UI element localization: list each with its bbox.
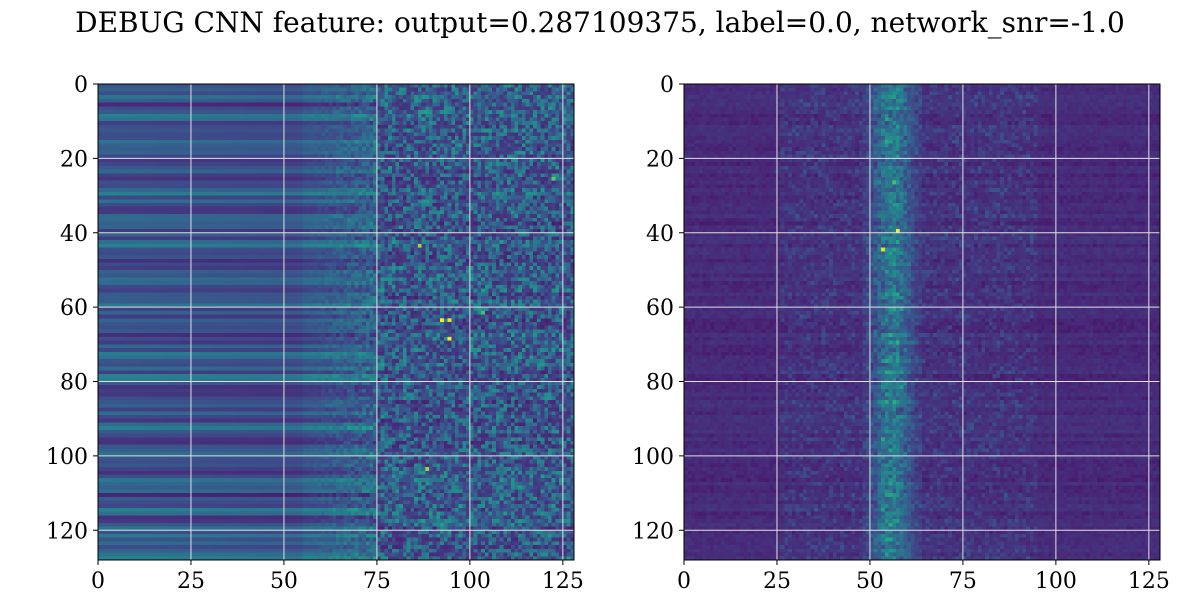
heatmap-panel-left: 0 25 50 75 100 125 0 20 40 60 80 100 120: [46, 73, 584, 594]
heatmap-image: [98, 84, 574, 560]
y-tick-label: 20: [60, 147, 88, 172]
heatmap-hotspot-cell: [425, 467, 429, 471]
heatmap-panel-right: 0 25 50 75 100 125 0 20 40 60 80 100 120: [632, 73, 1170, 594]
x-tick-label: 0: [91, 569, 105, 594]
x-tick-label: 125: [1128, 569, 1170, 594]
x-tick-label: 75: [949, 569, 977, 594]
x-tick-label: 50: [856, 569, 884, 594]
heatmap-hotspot-cell: [447, 336, 452, 341]
axes-frame: [683, 83, 1161, 561]
x-tick-label: 125: [542, 569, 584, 594]
x-tick-label: 100: [449, 569, 491, 594]
heatmap-hotspot-cell: [417, 243, 422, 248]
x-tick-label: 0: [677, 569, 691, 594]
y-tick-label: 40: [60, 222, 88, 247]
x-tick-label: 25: [763, 569, 791, 594]
heatmap-hotspot-cell: [892, 180, 896, 185]
heatmap-hotspot-cell: [447, 318, 452, 322]
heatmap-image: [684, 84, 1160, 560]
y-tick-label: 0: [660, 73, 674, 98]
x-tick-label: 100: [1035, 569, 1077, 594]
x-tick-label: 50: [270, 569, 298, 594]
y-tick-label: 60: [646, 296, 674, 321]
y-tick-label: 40: [646, 222, 674, 247]
y-tick-label: 20: [646, 147, 674, 172]
heatmap-hotspot-cell: [881, 247, 885, 252]
heatmap-hotspot-cell: [881, 437, 885, 441]
figure-title: DEBUG CNN feature: output=0.287109375, l…: [75, 6, 1125, 39]
y-tick-label: 120: [46, 519, 88, 544]
y-tick-label: 80: [60, 371, 88, 396]
y-tick-label: 0: [74, 73, 88, 98]
y-tick-label: 80: [646, 371, 674, 396]
y-tick-label: 100: [46, 445, 88, 470]
axes-frame: [97, 83, 575, 561]
heatmap-hotspot-cell: [551, 176, 556, 181]
y-tick-label: 100: [632, 445, 674, 470]
y-tick-label: 120: [632, 519, 674, 544]
x-tick-label: 75: [363, 569, 391, 594]
heatmap-hotspot-cell: [440, 318, 444, 322]
y-tick-label: 60: [60, 296, 88, 321]
heatmap-hotspot-cell: [895, 229, 900, 233]
x-tick-label: 25: [177, 569, 205, 594]
heatmap-hotspot-cell: [481, 310, 485, 315]
heatmap-hotspot-cell: [884, 139, 889, 144]
